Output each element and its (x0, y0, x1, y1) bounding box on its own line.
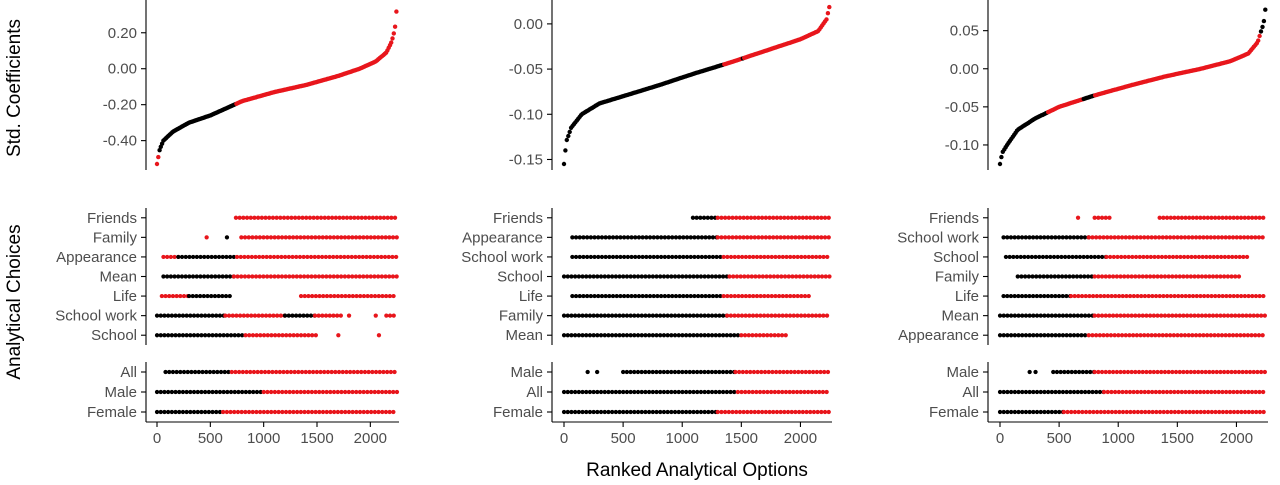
x-tick-label: 500 (198, 430, 223, 447)
coef-points (154, 9, 399, 167)
coef-point (825, 11, 831, 16)
choice-row-label: Appearance (462, 229, 543, 246)
coef-y-tick-label: 0.00 (950, 61, 979, 78)
coef-y-tick-label: -0.20 (103, 97, 137, 114)
coef-point (394, 9, 399, 14)
coef-point (156, 154, 161, 160)
coef-y-tick-label: 0.00 (514, 16, 543, 33)
coef-point (999, 154, 1004, 160)
coef-y-tick-label: 0.20 (108, 25, 137, 42)
choice-row-label: Life (519, 288, 543, 305)
x-tick-label: 0 (153, 430, 161, 447)
choice-row-label: School work (55, 308, 137, 325)
panel-1: -0.40 -0.20 0.00 0.20 Friends Family Appearanc… (55, 0, 400, 447)
coef-point (157, 148, 162, 153)
coef-y-tick-label: -0.15 (509, 151, 543, 168)
group-row-label: Male (510, 364, 543, 381)
choice-row-label: Family (935, 269, 980, 286)
x-tick-label: 0 (996, 430, 1004, 447)
coef-points (997, 7, 1268, 167)
coef-point (827, 4, 832, 10)
choice-row-label: Friends (929, 210, 979, 227)
coef-points (561, 4, 832, 167)
choice-row-label: School (497, 269, 543, 286)
x-tick-label: 1000 (666, 430, 699, 447)
x-tick-label: 2000 (784, 430, 817, 447)
coef-point (824, 17, 829, 22)
coef-y-tick-label: -0.40 (103, 133, 137, 150)
group-row-label: Male (946, 364, 979, 381)
coef-point (1257, 33, 1262, 39)
choice-row-label: Mean (941, 308, 979, 325)
x-axis-title: Ranked Analytical Options (586, 460, 808, 481)
choice-row-label: Life (955, 288, 979, 305)
coef-y-tick-label: 0.00 (108, 61, 137, 78)
panel-3: -0.10 -0.05 0.00 0.05 Friends School work Scho… (897, 0, 1269, 447)
choice-row-label: Friends (87, 210, 137, 227)
coef-point (1263, 7, 1268, 12)
group-row-label: Female (929, 404, 979, 421)
x-tick-label: 1500 (300, 430, 333, 447)
coef-y-tick-label: -0.10 (945, 137, 979, 154)
y-axis-title-choices: Analytical Choices (4, 224, 25, 379)
coef-point (566, 133, 571, 139)
choice-row-label: School (91, 327, 137, 344)
coef-point (564, 137, 569, 143)
choice-row-label: Mean (99, 269, 137, 286)
coef-point (390, 36, 395, 41)
coef-y-tick-label: 0.05 (950, 23, 979, 40)
group-row-label: Female (493, 404, 543, 421)
coef-point (1260, 24, 1265, 30)
choice-row-label: School (933, 249, 979, 266)
choice-row-label: Appearance (56, 249, 137, 266)
coef-point (1256, 38, 1261, 43)
x-tick-label: 500 (611, 430, 636, 447)
x-tick-label: 500 (1047, 430, 1072, 447)
x-tick-label: 1500 (1161, 430, 1194, 447)
choice-row-label: Friends (493, 210, 543, 227)
y-axis-title-coefficients: Std. Coefficients (4, 19, 25, 157)
coef-point (389, 40, 394, 45)
group-row-label: All (526, 384, 543, 401)
choice-row-label: Life (113, 288, 137, 305)
panels: -0.40 -0.20 0.00 0.20 Friends Family Appearanc… (55, 0, 1269, 447)
coef-point (154, 161, 160, 167)
choice-row-label: Family (93, 229, 138, 246)
coef-point (567, 129, 572, 135)
x-tick-label: 0 (560, 430, 568, 447)
coef-point (392, 24, 398, 29)
coef-point (997, 161, 1003, 167)
coef-y-tick-label: -0.05 (509, 61, 543, 78)
choice-row-label: School work (461, 249, 543, 266)
choice-row-label: Mean (505, 327, 543, 344)
group-row-label: Male (104, 384, 137, 401)
x-tick-label: 2000 (354, 430, 387, 447)
coef-point (391, 31, 396, 36)
x-tick-label: 1000 (247, 430, 280, 447)
choice-row-label: Family (499, 308, 544, 325)
coef-y-tick-label: -0.10 (509, 106, 543, 123)
coef-point (1261, 18, 1267, 24)
group-row-label: All (120, 364, 137, 381)
panel-2: -0.15 -0.10 -0.05 0.00 Friends Appearance Scho… (461, 0, 833, 447)
coef-y-tick-label: -0.05 (945, 99, 979, 116)
x-tick-label: 2000 (1220, 430, 1253, 447)
coef-point (1258, 29, 1264, 34)
x-tick-label: 1500 (725, 430, 758, 447)
coef-point (563, 148, 568, 153)
group-row-label: Female (87, 404, 137, 421)
choice-row-label: Appearance (898, 327, 979, 344)
coef-point (561, 161, 567, 167)
choice-row-label: School work (897, 229, 979, 246)
x-tick-label: 1000 (1102, 430, 1135, 447)
group-row-label: All (962, 384, 979, 401)
